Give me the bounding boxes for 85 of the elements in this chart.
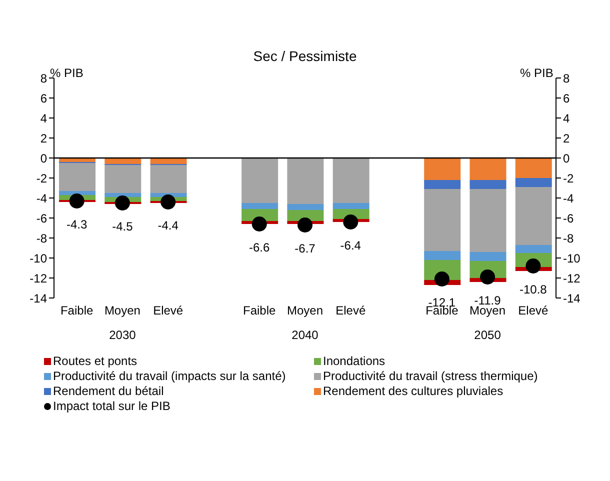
y-tick-label: -12 [30,271,48,286]
y2-tick-label: -10 [563,251,581,266]
bar [424,189,461,251]
x-tick-label: Moyen [286,304,324,318]
bar [470,252,506,261]
y2-tick-label: 6 [563,91,570,106]
text: 2050 [473,328,502,342]
y-tick-label: 0 [40,151,48,166]
y2-tick-label: 4 [563,111,570,126]
bar [242,203,278,209]
point [252,216,267,232]
bar [332,158,370,203]
y-tick-label: 2 [40,131,48,146]
legend-label: Rendement du bétail [53,384,164,398]
y-tick-label: -10 [30,251,48,266]
x-tick-label: Moyen [104,304,140,318]
bar [104,158,142,164]
bar [470,180,506,189]
y-tick-label: -4 [36,191,48,206]
bar [424,251,461,260]
y2-axis-title: % PIB [520,66,554,80]
point [298,218,312,232]
y-tick-label: 6 [40,91,48,106]
y2-tick-label: 0 [563,151,570,166]
bar [470,158,506,180]
y-tick-label: 4 [40,111,48,126]
bar [287,158,324,204]
y-tick-label: -14 [30,291,48,306]
bar [150,165,187,193]
bar [424,158,461,180]
bar [287,210,324,221]
y2-tick-label: -2 [563,171,574,186]
point [114,196,130,210]
chart-title: Sec / Pessimiste [252,48,358,64]
bar [59,191,96,195]
bar [287,204,324,210]
y-tick-label: -6 [36,211,48,226]
data-label: -6.4 [340,238,362,252]
y2-tick-label: -8 [563,231,574,246]
y2-tick-label: -14 [563,291,581,306]
bar [104,193,142,197]
y2-tick-label: -4 [563,191,574,206]
point [69,194,84,208]
x-tick-label: Faible [60,304,94,318]
data-label: -4.4 [158,218,179,232]
y-tick-label: -8 [36,231,48,246]
x-tick-label: Elevé [336,304,366,318]
bar [59,163,96,191]
data-label: -6.6 [249,240,270,254]
text: 2030 [108,328,137,342]
bar [424,180,461,189]
bar [104,165,142,193]
y2-tick-label: -12 [563,271,581,286]
bar [332,203,370,209]
x-tick-label: Elevé [518,304,549,318]
y-tick-label: 8 [40,71,48,86]
bar [515,187,552,245]
point [160,194,176,210]
y2-tick-label: 2 [563,131,570,146]
bar [470,189,506,252]
x-tick-label: Elevé [153,304,184,318]
data-label: -10.8 [520,282,548,296]
legend-label: Impact total sur le PIB [53,399,170,413]
y2-tick-label: -6 [563,211,574,226]
point [434,272,450,286]
legend-label: Routes et ponts [53,354,138,368]
legend-label: Productivité du travail (impacts sur la santé) [53,369,286,383]
legend-label: Inondations [323,354,386,368]
data-label: -4.5 [112,219,134,234]
point [526,258,541,274]
point [343,214,358,230]
legend-label: Rendement des cultures pluviales [323,384,504,398]
bar [515,245,552,253]
data-label: -6.7 [294,241,316,256]
bar [515,178,552,187]
legend-label: Productivité du travail (stress thermique) [323,369,538,383]
x-tick-label: Faible [243,304,276,318]
y-tick-label: -2 [36,171,48,186]
bar [242,158,278,203]
text: 2040 [290,328,320,342]
bar [150,158,187,164]
bar [515,158,552,178]
data-label: -4.3 [66,217,88,232]
y2-tick-label: 8 [563,71,570,86]
y-axis-title: % PIB [50,66,84,80]
